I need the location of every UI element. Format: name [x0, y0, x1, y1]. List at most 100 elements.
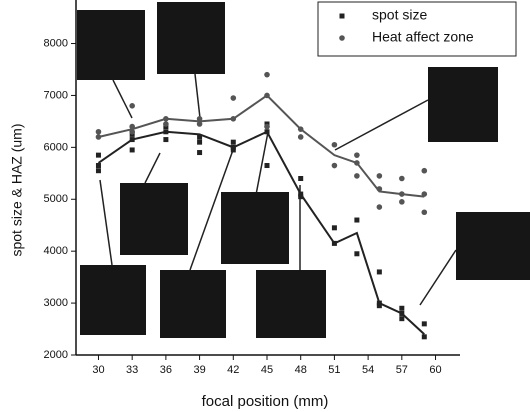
point [399, 199, 405, 205]
y-axis-label: spot size & HAZ (um) [9, 123, 25, 256]
point [230, 95, 237, 101]
point [421, 321, 427, 327]
point [163, 129, 169, 135]
y-tick-label: 4000 [44, 245, 68, 257]
y-tick-label: 7000 [44, 89, 68, 101]
inset-image [256, 270, 326, 338]
inset-image [120, 183, 188, 255]
y-tick-label: 2000 [44, 349, 68, 361]
point [399, 191, 405, 197]
point [421, 334, 427, 340]
point [129, 103, 135, 109]
y-tick-label: 6000 [44, 141, 68, 153]
x-tick-label: 36 [160, 364, 172, 376]
point [354, 173, 360, 179]
x-tick-label: 45 [261, 364, 273, 376]
point [129, 147, 135, 153]
point [230, 147, 236, 153]
legend [317, 1, 517, 57]
point [298, 194, 304, 200]
point [399, 310, 405, 316]
point [376, 204, 383, 210]
inset-image [80, 265, 146, 335]
point [95, 168, 101, 174]
point [95, 152, 101, 158]
point [230, 144, 236, 150]
point [264, 163, 270, 169]
point [230, 139, 236, 145]
point [197, 139, 203, 145]
leader [419, 249, 457, 306]
point [331, 240, 337, 246]
leader [194, 73, 201, 119]
mean-line [98, 94, 425, 198]
point [95, 134, 102, 140]
point [264, 71, 270, 78]
x-tick-label: 51 [328, 364, 340, 376]
y-tick-label: 8000 [44, 37, 68, 49]
point [298, 191, 304, 197]
point [230, 116, 237, 122]
point [354, 217, 360, 223]
point [354, 251, 360, 257]
point [376, 173, 383, 179]
point [331, 141, 338, 148]
point [196, 121, 203, 127]
point [376, 186, 383, 192]
inset-image [428, 67, 498, 142]
point [129, 123, 135, 130]
x-tick-label: 39 [193, 364, 205, 376]
point [399, 305, 405, 311]
insets [77, 2, 530, 338]
point [196, 116, 203, 122]
point [129, 137, 135, 143]
point [376, 303, 382, 309]
point [399, 316, 405, 322]
x-tick-label: 42 [227, 364, 239, 376]
point [297, 126, 304, 132]
inset-image [157, 2, 225, 74]
inset-image [221, 192, 289, 264]
x-axis-label: focal position (mm) [202, 393, 329, 410]
point [163, 121, 169, 127]
point [197, 134, 203, 140]
point [331, 225, 337, 231]
inset-image [456, 212, 530, 280]
point [264, 129, 270, 135]
point [399, 175, 405, 182]
x-tick-label: 33 [126, 364, 138, 376]
x-tick-label: 60 [429, 364, 441, 376]
point [298, 176, 304, 181]
legend-label: spot size [372, 7, 427, 23]
legend-marker [339, 35, 345, 41]
mean-line [97, 130, 425, 335]
point [129, 128, 135, 135]
leader [254, 131, 269, 201]
point [197, 150, 203, 156]
point [354, 160, 360, 166]
legend-marker [339, 13, 345, 19]
point [297, 134, 304, 140]
point [264, 92, 270, 99]
y-tick-label: 3000 [44, 297, 68, 309]
legend-label: Heat affect zone [372, 29, 474, 45]
x-tick-label: 30 [92, 364, 104, 376]
leader [99, 179, 113, 266]
point [376, 300, 382, 306]
point [264, 123, 270, 130]
inset-image [77, 10, 145, 80]
leader [334, 99, 429, 151]
point [331, 162, 338, 169]
x-tick-label: 57 [396, 364, 408, 376]
leader [112, 79, 133, 119]
point [95, 128, 102, 135]
point [95, 163, 101, 169]
point [421, 209, 428, 216]
point [376, 269, 382, 275]
point [421, 167, 428, 174]
x-tick-label: 54 [362, 364, 374, 376]
inset-image [160, 270, 226, 338]
leader [144, 152, 161, 184]
leader [189, 149, 234, 271]
